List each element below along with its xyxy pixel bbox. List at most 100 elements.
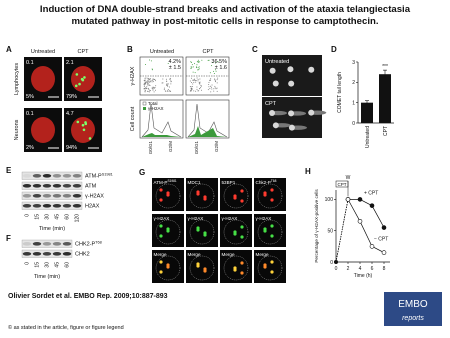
cell-dot bbox=[155, 85, 157, 87]
image-percent: 79% bbox=[66, 94, 77, 100]
cell-dot bbox=[149, 84, 151, 86]
series-marker bbox=[345, 197, 351, 202]
cell-dot bbox=[197, 69, 199, 71]
cell-dot bbox=[162, 82, 164, 84]
blot-band bbox=[62, 204, 72, 208]
time-label: 30 bbox=[45, 262, 51, 268]
cell-dot bbox=[143, 88, 145, 90]
cell-dot bbox=[214, 79, 216, 81]
cell-dot bbox=[194, 79, 196, 81]
focus bbox=[233, 194, 237, 198]
band-label: CHK2 bbox=[75, 252, 90, 258]
cell-dot bbox=[213, 88, 215, 90]
cell-dot bbox=[154, 80, 156, 82]
blot-band bbox=[32, 242, 42, 246]
y-axis-label: COMET tail length bbox=[337, 72, 343, 113]
cell-dot bbox=[145, 77, 147, 79]
blot-strip bbox=[21, 201, 83, 210]
series-marker bbox=[369, 244, 375, 249]
cell-dot bbox=[169, 79, 171, 81]
nucleus-outline bbox=[257, 219, 283, 245]
cell-dot bbox=[209, 88, 211, 90]
blot-band bbox=[22, 204, 32, 208]
cell-dot bbox=[152, 86, 154, 88]
focus bbox=[166, 263, 170, 267]
cell-dot bbox=[198, 68, 200, 70]
focus bbox=[203, 195, 207, 199]
blot-band bbox=[42, 252, 52, 256]
nucleus-outline bbox=[189, 219, 215, 245]
focus bbox=[84, 122, 88, 126]
row-label: Neurons bbox=[14, 119, 20, 140]
cell-dot bbox=[211, 86, 213, 88]
label-sup: T68 bbox=[95, 241, 102, 245]
cell-dot bbox=[213, 73, 215, 75]
blot-band bbox=[62, 194, 72, 198]
blot-band bbox=[32, 184, 42, 188]
x-tick-label: CPT bbox=[383, 126, 389, 136]
row-label: Lymphocytes bbox=[14, 63, 20, 95]
x-tick-label: G0/G1 bbox=[148, 141, 153, 155]
cell-dot bbox=[197, 67, 199, 69]
blot-band bbox=[22, 184, 32, 188]
time-label: 45 bbox=[55, 262, 61, 268]
cell-dot bbox=[148, 80, 150, 82]
focus bbox=[83, 76, 86, 79]
x-tick-label: G2/M bbox=[214, 141, 219, 152]
focus bbox=[166, 227, 170, 231]
cell-dot bbox=[163, 89, 165, 91]
cell-dot bbox=[208, 84, 210, 86]
citation: Olivier Sordet et al. EMBO Rep. 2009;10:… bbox=[8, 293, 168, 300]
cell-dot bbox=[211, 84, 213, 86]
time-label: 45 bbox=[55, 214, 61, 220]
column-header: CPT bbox=[78, 49, 90, 55]
cell-dot bbox=[143, 82, 145, 84]
annotation: W bbox=[346, 175, 351, 181]
label-base: γ-H2AX bbox=[222, 216, 238, 221]
cell-dot bbox=[148, 77, 150, 79]
y-tick-label: 2 bbox=[352, 80, 355, 86]
cell-dot bbox=[145, 87, 147, 89]
cell-dot bbox=[193, 63, 195, 65]
label-base: γ-H2AX bbox=[154, 216, 170, 221]
series-marker bbox=[357, 197, 363, 202]
nucleus-outline bbox=[155, 183, 181, 209]
y-axis-label: Percentage of γ-H2AX-positive cells bbox=[314, 189, 319, 263]
cell-dot bbox=[196, 86, 198, 88]
label-base: H2AX bbox=[85, 204, 100, 210]
blot-band bbox=[52, 242, 62, 246]
cell-dot bbox=[146, 84, 148, 86]
comet-head bbox=[287, 66, 294, 73]
blot-band bbox=[22, 174, 32, 178]
cell-dot bbox=[217, 61, 219, 63]
time-axis-label: Time (min) bbox=[39, 226, 65, 232]
cell-dot bbox=[170, 83, 172, 85]
label-sup: T68 bbox=[271, 179, 277, 183]
panel-label: A bbox=[6, 45, 12, 54]
image-percent: 94% bbox=[66, 145, 77, 151]
cell-dot bbox=[190, 62, 192, 64]
cell-dot bbox=[166, 80, 168, 82]
cell-dot bbox=[190, 90, 192, 92]
cell-dot bbox=[169, 90, 171, 92]
bar bbox=[361, 102, 373, 123]
image-label: γ-H2AX bbox=[188, 216, 204, 221]
cell-dot bbox=[198, 66, 200, 68]
time-axis-label: Time (min) bbox=[34, 274, 60, 280]
focus bbox=[159, 224, 163, 228]
cell-dot bbox=[167, 83, 169, 85]
image-value: 0.1 bbox=[26, 60, 34, 66]
focus bbox=[270, 198, 274, 202]
series-name: − CPT bbox=[374, 236, 388, 242]
cell-dot bbox=[195, 80, 197, 82]
nucleus-outline bbox=[257, 183, 283, 209]
cell-dot bbox=[151, 87, 153, 89]
logo-box bbox=[384, 292, 442, 326]
cell-dot bbox=[197, 59, 199, 61]
comet-head bbox=[272, 122, 279, 129]
blot-band bbox=[32, 194, 42, 198]
label-sup: S1981 bbox=[167, 179, 176, 183]
label-base: CHK2 bbox=[75, 252, 90, 258]
cell-dot bbox=[191, 86, 193, 88]
cell-dot bbox=[197, 69, 199, 71]
